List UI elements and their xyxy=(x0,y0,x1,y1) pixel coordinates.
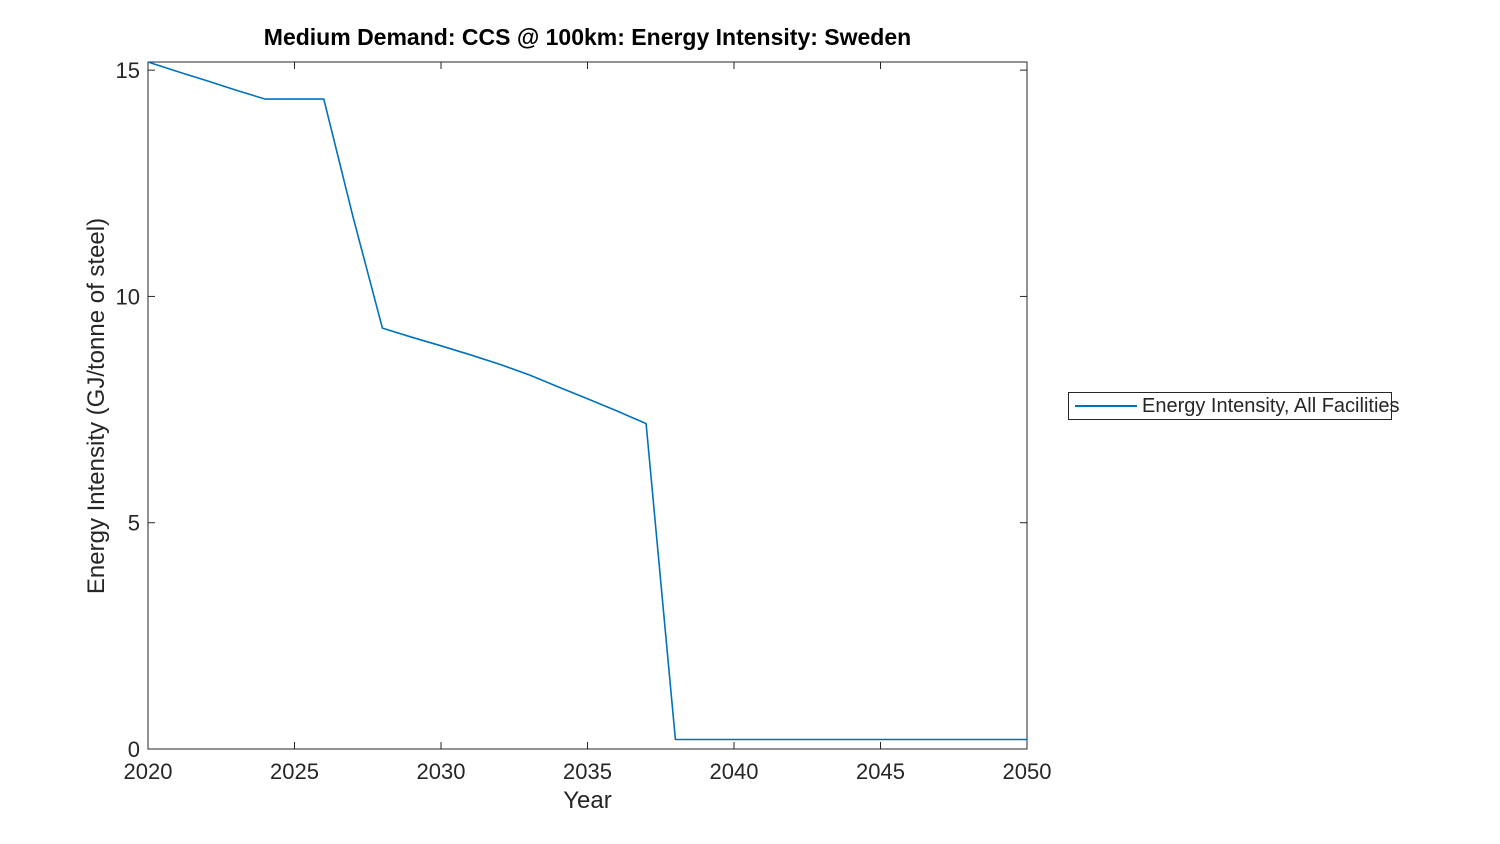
plot-box xyxy=(147,61,1028,750)
x-tick-label: 2025 xyxy=(270,759,319,784)
legend-label: Energy Intensity, All Facilities xyxy=(1142,394,1400,417)
y-tick-label: 15 xyxy=(116,58,140,83)
x-tick-label: 2020 xyxy=(124,759,173,784)
y-tick-label: 0 xyxy=(128,737,140,762)
x-tick-label: 2045 xyxy=(856,759,905,784)
legend-line-sample xyxy=(1075,405,1137,407)
series-line xyxy=(147,61,1027,741)
y-tick-label: 10 xyxy=(116,284,140,309)
x-tick-label: 2035 xyxy=(563,759,612,784)
x-tick-label: 2030 xyxy=(417,759,466,784)
chart-title: Medium Demand: CCS @ 100km: Energy Inten… xyxy=(263,24,912,50)
x-tick-label: 2050 xyxy=(1003,759,1052,784)
x-axis-label: Year xyxy=(563,787,612,814)
legend: Energy Intensity, All Facilities xyxy=(1068,392,1400,420)
x-tick-label: 2040 xyxy=(710,759,759,784)
y-tick-label: 5 xyxy=(128,511,140,536)
